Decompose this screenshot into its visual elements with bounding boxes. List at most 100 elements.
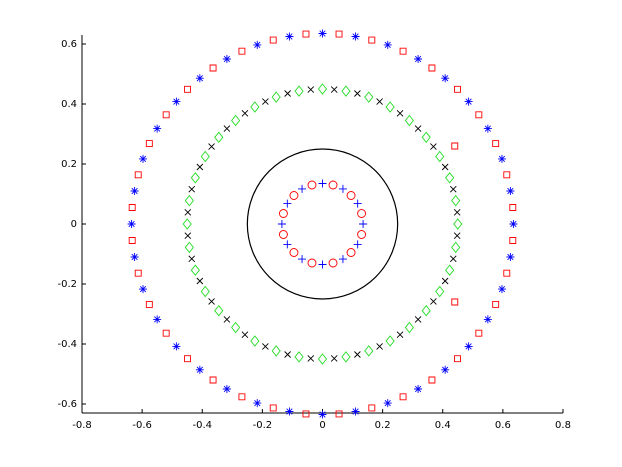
marker-square (503, 171, 511, 179)
marker-square (335, 410, 343, 418)
marker-asterisk (285, 407, 294, 416)
marker-asterisk (172, 342, 181, 351)
marker-x (453, 208, 461, 216)
marker-square (209, 64, 217, 72)
marker-square (302, 410, 310, 418)
marker-circle (307, 258, 317, 268)
marker-x (196, 277, 204, 285)
marker-x (354, 351, 361, 358)
marker-square (492, 300, 500, 308)
marker-x (453, 232, 461, 240)
marker-x (188, 185, 196, 193)
marker-asterisk (153, 124, 162, 133)
marker-asterisk (285, 32, 294, 41)
marker-plus (298, 184, 307, 193)
marker-plus (353, 240, 362, 249)
marker-diamond (445, 264, 455, 276)
marker-x (241, 109, 249, 117)
marker-asterisk (318, 410, 327, 419)
marker-square (451, 142, 459, 150)
marker-square (302, 30, 310, 38)
marker-square (238, 393, 246, 401)
marker-diamond (445, 172, 455, 184)
marker-diamond (404, 114, 414, 127)
marker-asterisk (195, 74, 204, 83)
marker-asterisk (172, 97, 181, 106)
marker-asterisk (383, 40, 392, 49)
marker-x (414, 316, 422, 323)
marker-diamond (190, 172, 200, 184)
marker-x (241, 331, 249, 339)
x-tick-label: -0.4 (192, 420, 212, 431)
marker-diamond (435, 150, 445, 163)
marker-circle (278, 230, 288, 239)
marker-x (441, 163, 449, 171)
marker-diamond (250, 101, 260, 113)
marker-asterisk (253, 399, 262, 408)
marker-square (209, 376, 217, 384)
marker-diamond (451, 194, 461, 207)
marker-diamond (231, 114, 241, 127)
marker-plus (298, 255, 307, 264)
marker-square (368, 36, 376, 44)
marker-x (262, 98, 269, 105)
marker-x (330, 86, 338, 93)
y-tick-label: -0.6 (57, 399, 77, 410)
marker-asterisk (506, 253, 515, 261)
y-tick-label: 0.4 (61, 99, 77, 110)
marker-asterisk (130, 187, 139, 195)
marker-square (428, 376, 436, 384)
marker-circle (278, 209, 288, 218)
marker-x (184, 232, 192, 240)
marker-asterisk (414, 385, 423, 393)
marker-diamond (214, 131, 224, 144)
marker-asterisk (483, 124, 492, 133)
marker-square (475, 329, 483, 337)
marker-diamond (271, 345, 281, 357)
marker-asterisk (506, 187, 515, 195)
x-tick-label: -0.6 (132, 420, 152, 431)
marker-square (184, 85, 191, 93)
marker-circle (328, 258, 338, 268)
marker-square (475, 111, 483, 119)
marker-circle (346, 248, 356, 257)
x-tick-label: 0.4 (435, 420, 451, 431)
marker-square (145, 300, 153, 308)
marker-plus (338, 255, 347, 264)
x-tick-label: 0.2 (375, 420, 391, 431)
marker-x (262, 343, 269, 350)
marker-diamond (214, 304, 224, 317)
marker-x (284, 351, 291, 358)
marker-diamond (190, 264, 200, 276)
marker-asterisk (383, 399, 392, 408)
marker-square (134, 269, 142, 277)
marker-square (492, 140, 500, 148)
y-tick-label: 0.6 (61, 39, 77, 50)
x-tick-label: 0.6 (495, 420, 511, 431)
marker-x (307, 86, 315, 93)
reference-circle (246, 148, 399, 300)
marker-x (430, 298, 437, 305)
marker-x (396, 331, 404, 339)
marker-asterisk (509, 220, 518, 228)
marker-circle (357, 230, 367, 239)
marker-asterisk (195, 365, 204, 374)
marker-asterisk (464, 97, 473, 106)
marker-plus (359, 220, 368, 228)
marker-x (188, 255, 196, 263)
marker-square (503, 269, 511, 277)
marker-diamond (421, 131, 431, 144)
marker-diamond (364, 345, 374, 357)
marker-plus (318, 260, 327, 269)
marker-square (335, 30, 343, 38)
marker-asterisk (130, 253, 139, 261)
marker-asterisk (351, 407, 360, 416)
marker-plus (283, 240, 292, 249)
marker-x (223, 316, 231, 323)
marker-square (162, 111, 170, 119)
marker-x (449, 185, 457, 193)
marker-diamond (182, 218, 192, 230)
marker-square (128, 237, 136, 244)
marker-asterisk (441, 365, 450, 374)
